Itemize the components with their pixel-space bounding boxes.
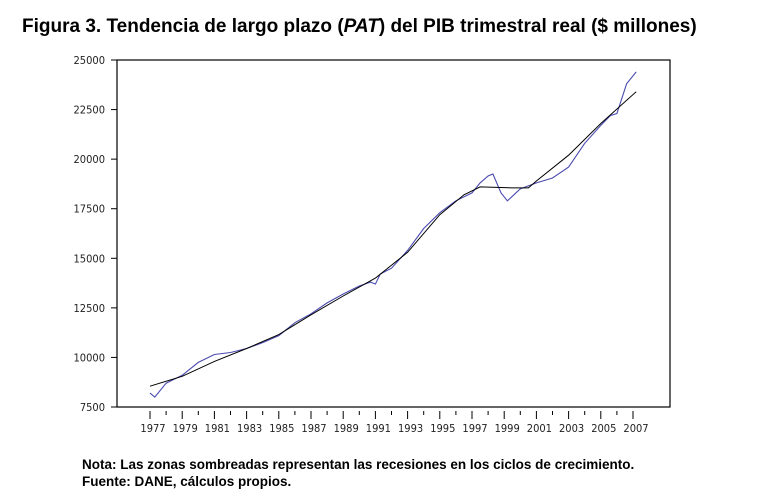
x-tick-label: 1987	[301, 422, 326, 435]
x-tick-label: 1981	[205, 422, 230, 435]
title-italic: PAT	[343, 16, 379, 37]
x-tick-label: 2005	[591, 422, 616, 435]
x-tick-label: 1995	[430, 422, 455, 435]
y-tick-label: 25000	[74, 54, 105, 67]
y-tick-label: 7500	[80, 401, 105, 414]
x-tick-label: 1997	[462, 422, 487, 435]
x-tick-label: 1979	[173, 422, 198, 435]
x-tick-label: 1977	[140, 422, 165, 435]
x-tick-label: 1993	[398, 422, 423, 435]
y-tick-label: 10000	[74, 351, 105, 364]
x-tick-label: 2003	[559, 422, 584, 435]
y-tick-label: 12500	[74, 302, 105, 315]
y-tick-label: 22500	[74, 104, 105, 117]
x-tick-label: 1999	[495, 422, 520, 435]
x-tick-label: 2001	[527, 422, 552, 435]
x-tick-label: 1983	[237, 422, 262, 435]
x-tick-label: 1985	[269, 422, 294, 435]
y-tick-label: 15000	[74, 252, 105, 265]
y-tick-label: 17500	[74, 203, 105, 216]
x-tick-label: 1991	[366, 422, 391, 435]
plot-frame	[116, 59, 671, 408]
series-line-pib	[149, 71, 637, 398]
title-text: Figura 3. Tendencia de largo plazo (	[22, 16, 344, 37]
x-tick-label: 2007	[623, 422, 648, 435]
y-tick-label: 20000	[74, 153, 105, 166]
chart-note: Nota: Las zonas sombreadas representan l…	[82, 457, 635, 489]
title-text-end: ) del PIB trimestral real ($ millones)	[378, 16, 697, 37]
chart-title: Figura 3. Tendencia de largo plazo (PAT)…	[22, 16, 697, 38]
series-line-pat	[149, 91, 637, 387]
x-tick-label: 1989	[334, 422, 359, 435]
